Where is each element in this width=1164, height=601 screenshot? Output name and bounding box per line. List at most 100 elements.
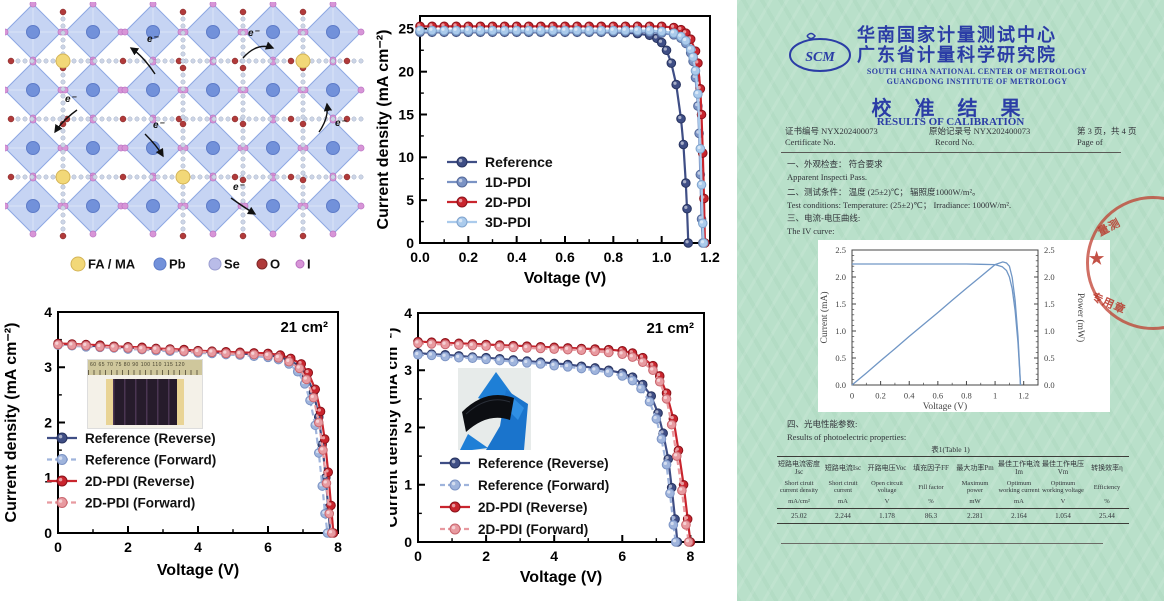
section-appearance-cn: 一、外观检查： 符合要求: [787, 159, 883, 169]
electron-arrow: [318, 102, 333, 133]
module_flex_jv-svg: 0 2 4 6 8 0 1 2 3 4 Voltage (V) Current density (mA…: [384, 305, 705, 586]
electron-label: e⁻: [335, 118, 348, 129]
org-name-en-1: SOUTH CHINA NATIONAL CENTER OF METROLOGY: [866, 67, 1088, 76]
svg-text:20: 20: [398, 64, 414, 80]
svg-text:8: 8: [334, 539, 342, 555]
svg-text:Voltage (V): Voltage (V): [520, 569, 602, 586]
crystal-legend-dot: [208, 257, 222, 271]
table-cell-cn: 短路电流Isc: [821, 456, 865, 477]
svg-text:6: 6: [618, 548, 626, 564]
electron-arrow: [54, 109, 78, 134]
section-appearance: 一、外观检查： 符合要求 Apparent Inspecti Pass.: [787, 158, 883, 183]
svg-text:0.8: 0.8: [604, 249, 624, 265]
svg-text:5: 5: [406, 192, 414, 208]
module-right-tape: [177, 378, 184, 425]
legend-label: 2D-PDI: [485, 194, 531, 210]
svg-text:1.0: 1.0: [652, 249, 672, 265]
table-cell-unit: mW: [953, 497, 997, 509]
crystal-legend-dot: [256, 258, 268, 270]
table-cell-unit: mA: [821, 497, 865, 509]
svg-text:0: 0: [404, 534, 412, 550]
electron-label: e⁻: [248, 28, 261, 39]
section-conditions-en: Test conditions: Temperature: (25±2)℃； I…: [787, 199, 1012, 210]
svg-text:2.0: 2.0: [835, 272, 846, 282]
svg-text:3: 3: [404, 362, 412, 378]
table-cell-unit: mA: [997, 497, 1041, 509]
svg-text:0.6: 0.6: [555, 249, 575, 265]
table-cell-en: Optimum working current: [998, 480, 1040, 494]
certificate_iv-svg: 0 0.2 0.4 0.6 0.8 1 1.2 0.0 0.0 0.5 0.5 1.0 1.0 1.5 1.…: [819, 245, 1086, 412]
legend-label: Reference (Reverse): [85, 431, 216, 446]
legend-label: 3D-PDI: [485, 214, 531, 230]
org-name-en-2: GUANGDONG INSTITUTE OF METROLOGY: [886, 77, 1068, 86]
svg-text:8: 8: [686, 548, 694, 564]
scm-logo-text: SCM: [805, 50, 835, 65]
table-cell-unit: mA/cm²: [777, 497, 821, 509]
table-cell-cn: 转换效率η: [1085, 456, 1129, 477]
svg-text:1.2: 1.2: [1018, 391, 1029, 401]
legend-label: Reference (Forward): [85, 452, 216, 467]
svg-text:1.0: 1.0: [835, 326, 846, 336]
legend-label: 2D-PDI (Forward): [478, 522, 588, 537]
svg-text:0.0: 0.0: [1044, 380, 1055, 390]
svg-text:3: 3: [44, 359, 52, 375]
svg-text:Current density (mA cm⁻²): Current density (mA cm⁻²): [3, 323, 20, 523]
svg-text:0: 0: [54, 539, 62, 555]
iv-curve-chart: 0 0.2 0.4 0.6 0.8 1 1.2 0.0 0.0 0.5 0.5 1.0 1.0 1.5 1.…: [818, 240, 1110, 412]
section-conditions: 二、测试条件： 温度 (25±2)℃； 辐照度1000W/m²。 Test co…: [787, 186, 1011, 211]
flexible-module-image: [458, 368, 531, 450]
record-no-en: Record No.: [935, 137, 975, 147]
legend-label: 2D-PDI (Reverse): [478, 500, 588, 515]
table-cell-en: Open circuit voltage: [871, 480, 903, 494]
org-name-cn-1: 华南国家计量测试中心: [857, 25, 1057, 45]
table-cell-value: 25.02: [777, 508, 821, 524]
table-cell-cn: 最佳工作电流Im: [997, 456, 1041, 477]
svg-text:1: 1: [44, 470, 52, 486]
legend-label: 2D-PDI (Reverse): [85, 474, 195, 489]
svg-text:2.0: 2.0: [1044, 272, 1055, 282]
electron-label: e⁻: [147, 34, 160, 45]
scm-logo: SCM: [787, 28, 853, 76]
section-photoelectric-cn: 四、光电性能参数:: [787, 419, 858, 429]
section-photoelectric-en: Results of photoelectric properties:: [787, 431, 907, 442]
svg-text:Power (mW): Power (mW): [1075, 293, 1086, 342]
svg-text:1.5: 1.5: [1044, 299, 1055, 309]
table-cell-en: Fill factor: [918, 483, 944, 491]
module-active-area: [113, 378, 177, 425]
crystal-legend-dot: [70, 256, 86, 272]
module-flex-jv-chart: 0 2 4 6 8 0 1 2 3 4 Voltage (V) Current density (mA…: [384, 295, 737, 601]
legend-label: Reference: [485, 154, 553, 170]
legend-label: Reference (Forward): [478, 478, 609, 493]
svg-text:Voltage (V): Voltage (V): [524, 270, 606, 287]
svg-text:4: 4: [194, 539, 202, 555]
certificate-no-cn: 证书编号 NYX202400073: [785, 126, 878, 136]
crystal-legend-label: O: [270, 257, 280, 272]
svg-text:Voltage (V): Voltage (V): [923, 401, 967, 412]
section-iv-curve-en: The IV curve:: [787, 225, 835, 236]
table-cell-value: 25.44: [1085, 508, 1129, 524]
svg-text:1.0: 1.0: [1044, 326, 1055, 336]
section-photoelectric: 四、光电性能参数: Results of photoelectric prope…: [787, 418, 906, 443]
electron-label: e⁻: [65, 94, 78, 105]
table-cell-unit: V: [865, 497, 909, 509]
svg-text:2.5: 2.5: [835, 245, 846, 255]
table-cell-value: 1.054: [1041, 508, 1085, 524]
electron-arrow: [129, 47, 156, 75]
solar-module-image: [88, 375, 202, 428]
record-no: 原始记录号 NYX202400073 Record No.: [929, 126, 1030, 148]
page-info-en: Page of: [1077, 137, 1103, 147]
table-cell-en: Short ciruit current density: [779, 480, 819, 494]
svg-text:25: 25: [398, 21, 414, 37]
module_rigid_jv-svg: 0 2 4 6 8 0 1 2 3 4 Voltage (V) Current density (mA…: [3, 304, 342, 579]
svg-text:0.2: 0.2: [875, 391, 886, 401]
electron-arrow: [242, 41, 275, 59]
svg-text:0: 0: [44, 525, 52, 541]
svg-text:0.4: 0.4: [507, 249, 527, 265]
cell_jv-svg: 0.0 0.2 0.4 0.6 0.8 1.0 1.2 0 5 10 15 20 25 Voltage (…: [375, 15, 720, 287]
crystal-legend-label: I: [307, 257, 311, 272]
iv-curve-chart-box: 0 0.2 0.4 0.6 0.8 1 1.2 0.0 0.0 0.5 0.5 1.0 1.0 1.5 1.…: [818, 240, 1110, 412]
legend-label: 2D-PDI (Forward): [85, 495, 195, 510]
table-cell-value: 1.178: [865, 508, 909, 524]
svg-text:1.5: 1.5: [835, 299, 846, 309]
